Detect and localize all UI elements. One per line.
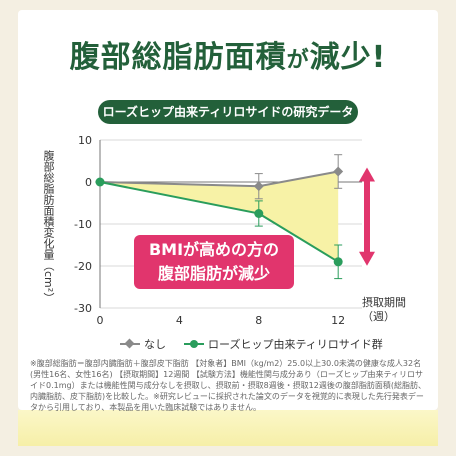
legend-swatch-none bbox=[120, 338, 140, 349]
tiliroside-point bbox=[254, 209, 264, 218]
arrow-head-up bbox=[359, 167, 375, 182]
legend-item-none: なし bbox=[120, 336, 166, 352]
y-axis-title: 腹部総脂肪面積変化量（cm²） bbox=[42, 150, 55, 304]
decrease-arrow bbox=[359, 167, 375, 266]
legend-label-tiliroside: ローズヒップ由来ティリロサイド群 bbox=[208, 338, 383, 351]
none-point bbox=[333, 166, 344, 177]
x-tick-label: 8 bbox=[255, 314, 262, 327]
headline-tail: 減少! bbox=[309, 40, 387, 75]
bottom-decor-bar bbox=[18, 410, 438, 446]
arrow-shaft bbox=[364, 179, 370, 254]
chart-legend: なし ローズヒップ由来ティリロサイド群 bbox=[120, 336, 401, 352]
y-tick-label: -20 bbox=[74, 260, 92, 273]
legend-label-none: なし bbox=[144, 338, 166, 351]
x-axis-title: 摂取期間（週） bbox=[362, 296, 406, 323]
study-banner: ローズヒップ由来ティリロサイドの研究データ bbox=[98, 100, 358, 124]
tiliroside-point bbox=[333, 257, 343, 267]
headline: 腹部総脂肪面積が減少! bbox=[0, 32, 456, 76]
y-tick-label: -10 bbox=[74, 218, 92, 231]
tiliroside-point bbox=[95, 177, 105, 187]
y-tick-label: -30 bbox=[74, 302, 92, 315]
x-tick-label: 4 bbox=[176, 314, 183, 327]
y-tick-label: 10 bbox=[78, 134, 92, 147]
callout-line-2: 腹部脂肪が減少 bbox=[157, 264, 270, 283]
headline-particle: が bbox=[286, 48, 310, 73]
arrow-head-down bbox=[359, 251, 375, 266]
difference-area bbox=[100, 171, 339, 262]
x-tick-labels: 0 4 8 12 bbox=[97, 314, 346, 327]
legend-swatch-tiliroside bbox=[184, 339, 204, 349]
x-tick-label: 0 bbox=[97, 314, 104, 327]
x-tick-label: 12 bbox=[331, 314, 345, 327]
y-tick-labels: 10 0 -10 -20 -30 bbox=[74, 134, 92, 315]
none-point bbox=[253, 181, 264, 192]
legend-item-tiliroside: ローズヒップ由来ティリロサイド群 bbox=[184, 336, 383, 352]
footnote: ※腹部総脂肪＝腹部内臓脂肪＋腹部皮下脂肪 【対象者】BMI（kg/m2）25.0… bbox=[30, 359, 426, 412]
headline-main: 腹部総脂肪面積 bbox=[69, 40, 287, 75]
callout-line-1: BMIが高めの方の bbox=[148, 240, 280, 259]
y-tick-label: 0 bbox=[85, 176, 92, 189]
result-callout: BMIが高めの方の 腹部脂肪が減少 bbox=[134, 235, 294, 289]
series-tiliroside bbox=[95, 177, 343, 280]
